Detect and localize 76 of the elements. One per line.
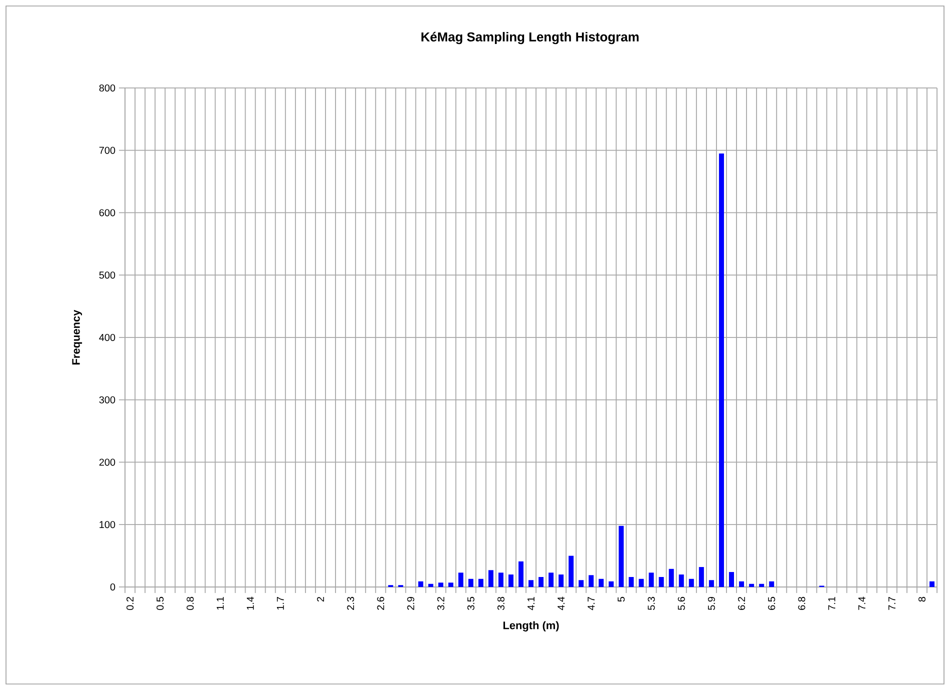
bar (658, 577, 664, 587)
bar (558, 574, 564, 587)
y-tick-label: 700 (99, 146, 116, 154)
bar (568, 556, 574, 587)
chart-title: KéMag Sampling Length Histogram (421, 32, 639, 44)
bar (588, 575, 594, 587)
y-tick-label: 400 (99, 334, 116, 342)
x-tick-label: 6.2 (738, 597, 746, 610)
bar (458, 572, 464, 587)
x-tick-label: 2.9 (407, 596, 414, 610)
x-tick-label: 5 (618, 596, 625, 602)
x-tick-label: 3.8 (497, 596, 504, 610)
x-tick-label: 3.2 (437, 597, 444, 610)
x-tick-label: 0.8 (186, 596, 194, 610)
bar (578, 580, 584, 587)
bar (488, 570, 494, 587)
x-tick-label: 7.1 (828, 596, 836, 610)
y-tick-label: 500 (99, 272, 116, 279)
bar (638, 578, 644, 587)
bar (418, 581, 424, 587)
x-tick-label: 2.3 (347, 596, 354, 610)
bar (428, 584, 434, 587)
bar (548, 572, 554, 587)
bar (929, 581, 934, 587)
y-tick-label: 800 (99, 84, 116, 92)
bar (718, 153, 724, 587)
bar (708, 580, 714, 587)
bar (739, 581, 744, 587)
y-axis-title: Frequency (72, 310, 82, 364)
bar (518, 561, 524, 587)
x-tick-label: 6.8 (798, 596, 806, 610)
bar (729, 572, 734, 587)
bar (678, 574, 684, 587)
bar (598, 578, 604, 587)
x-tick-label: 1.7 (276, 597, 284, 610)
bar (478, 578, 484, 587)
x-tick-label: 5.9 (708, 596, 715, 610)
bar (648, 572, 654, 587)
bar (759, 584, 764, 587)
x-tick-label: 5.3 (648, 596, 655, 610)
bar (498, 572, 504, 587)
x-tick-label: 4.4 (558, 596, 565, 610)
bar (538, 577, 544, 587)
bar (698, 567, 704, 587)
bar (438, 582, 444, 587)
x-tick-label: 1.4 (246, 596, 254, 610)
bar (749, 584, 754, 587)
x-tick-label: 4.7 (588, 597, 595, 610)
bar (468, 578, 474, 587)
x-tick-label: 2.6 (377, 596, 384, 610)
bar (508, 574, 514, 587)
y-tick-label: 100 (100, 521, 116, 528)
x-tick-label: 3.5 (467, 596, 474, 610)
x-tick-label: 5.6 (678, 596, 685, 610)
bar (769, 581, 774, 587)
x-axis-title: Length (m) (503, 621, 559, 632)
x-tick-label: 8 (918, 596, 926, 602)
bar (668, 568, 674, 587)
bar (448, 582, 454, 587)
x-tick-label: 0.5 (156, 596, 164, 610)
x-tick-label: 0.2 (126, 597, 134, 610)
bar (628, 577, 634, 587)
x-tick-label: 7.4 (858, 596, 866, 610)
x-tick-label: 4.1 (528, 596, 534, 610)
bar (688, 578, 694, 587)
y-tick-label: 300 (99, 396, 116, 404)
x-tick-label: 6.5 (768, 596, 776, 610)
y-tick-label: 0 (110, 583, 116, 591)
x-tick-label: 2 (317, 597, 324, 602)
y-tick-label: 600 (99, 209, 116, 216)
bar (608, 581, 614, 587)
bar (528, 580, 534, 587)
bar (618, 526, 624, 587)
y-tick-label: 200 (99, 458, 116, 466)
x-tick-label: 7.7 (888, 597, 896, 610)
x-tick-label: 1.1 (216, 596, 224, 610)
